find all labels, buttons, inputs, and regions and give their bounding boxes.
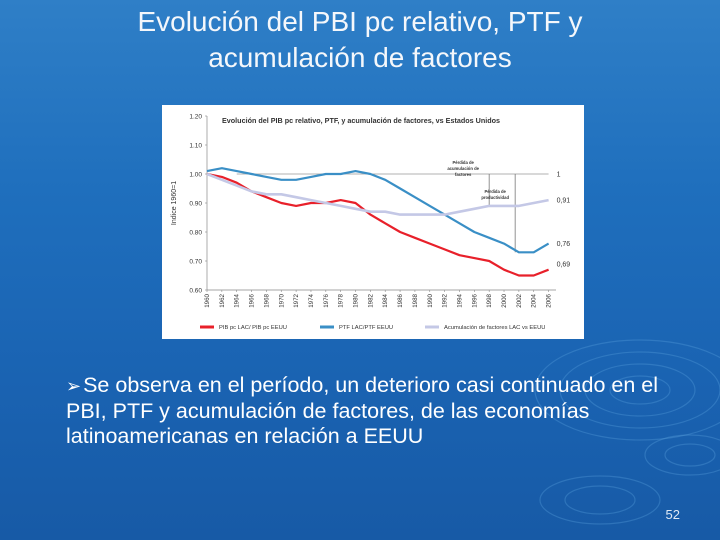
x-tick-label: 1990 bbox=[427, 293, 434, 307]
x-tick-label: 1982 bbox=[367, 293, 374, 307]
x-tick-label: 2004 bbox=[531, 293, 538, 307]
x-tick-label: 1962 bbox=[219, 293, 226, 307]
y-tick-label: 1.10 bbox=[189, 143, 202, 150]
chart-title: Evolución del PIB pc relativo, PTF, y ac… bbox=[222, 116, 500, 125]
legend-label: Acumulación de factores LAC vs EEUU bbox=[444, 325, 546, 331]
x-tick-label: 2000 bbox=[501, 293, 508, 307]
y-tick-label: 1.20 bbox=[189, 114, 202, 121]
x-tick-label: 1970 bbox=[278, 293, 285, 307]
series-line-ptf bbox=[206, 167, 550, 254]
x-tick-label: 1968 bbox=[263, 293, 270, 307]
legend-label: PIB pc LAC/ PIB pc EEUU bbox=[219, 325, 287, 331]
series-line-acum bbox=[206, 172, 549, 216]
x-tick-label: 1964 bbox=[234, 293, 241, 307]
annotation-text: acumulación de bbox=[447, 166, 479, 171]
bullet-point: ➢Se observa en el período, un deterioro … bbox=[66, 373, 676, 449]
annotation-text: factores bbox=[455, 172, 472, 177]
y-tick-label: 1.00 bbox=[189, 172, 202, 179]
x-tick-label: 2002 bbox=[516, 293, 523, 307]
y-tick-label: 0.70 bbox=[189, 259, 202, 266]
x-tick-label: 1996 bbox=[471, 293, 478, 307]
legend-label: PTF LAC/PTF EEUU bbox=[339, 325, 393, 331]
x-tick-label: 1984 bbox=[382, 293, 389, 307]
y-tick-label: 0.90 bbox=[189, 201, 202, 208]
y-axis-label: Indice 1960=1 bbox=[171, 181, 178, 225]
x-tick-label: 1992 bbox=[442, 293, 449, 307]
slide-title: Evolución del PBI pc relativo, PTF y acu… bbox=[40, 4, 680, 76]
page-number: 52 bbox=[665, 507, 680, 522]
series-line-pib bbox=[206, 172, 549, 277]
x-tick-label: 1994 bbox=[456, 293, 463, 307]
x-tick-label: 1980 bbox=[353, 293, 360, 307]
end-value-label: 0,76 bbox=[557, 241, 571, 248]
annotation-text: productividad bbox=[481, 195, 509, 200]
annotation-text: Pérdida de bbox=[484, 189, 506, 194]
bullet-text: Se observa en el período, un deterioro c… bbox=[66, 373, 659, 448]
line-chart: Evolución del PIB pc relativo, PTF, y ac… bbox=[171, 114, 571, 332]
chart-panel: Evolución del PIB pc relativo, PTF, y ac… bbox=[162, 105, 584, 339]
y-tick-label: 0.60 bbox=[189, 288, 202, 295]
x-tick-label: 2006 bbox=[546, 293, 553, 307]
x-tick-label: 1966 bbox=[249, 293, 256, 307]
x-tick-label: 1960 bbox=[204, 293, 211, 307]
x-tick-label: 1972 bbox=[293, 293, 300, 307]
slide-title-line-1: Evolución del PBI pc relativo, PTF y bbox=[137, 6, 583, 37]
arrow-bullet-icon: ➢ bbox=[66, 376, 82, 397]
x-tick-label: 1978 bbox=[338, 293, 345, 307]
end-value-label: 1 bbox=[557, 172, 561, 179]
x-tick-label: 1986 bbox=[397, 293, 404, 307]
x-tick-label: 1988 bbox=[412, 293, 419, 307]
end-value-label: 0,69 bbox=[557, 261, 571, 268]
slide-title-line-2: acumulación de factores bbox=[208, 42, 512, 73]
x-tick-label: 1974 bbox=[308, 293, 315, 307]
end-value-label: 0,91 bbox=[557, 198, 571, 205]
y-tick-label: 0.80 bbox=[189, 230, 202, 237]
x-tick-label: 1976 bbox=[323, 293, 330, 307]
annotation-text: Pérdida de bbox=[452, 160, 474, 165]
x-tick-label: 1998 bbox=[486, 293, 493, 307]
